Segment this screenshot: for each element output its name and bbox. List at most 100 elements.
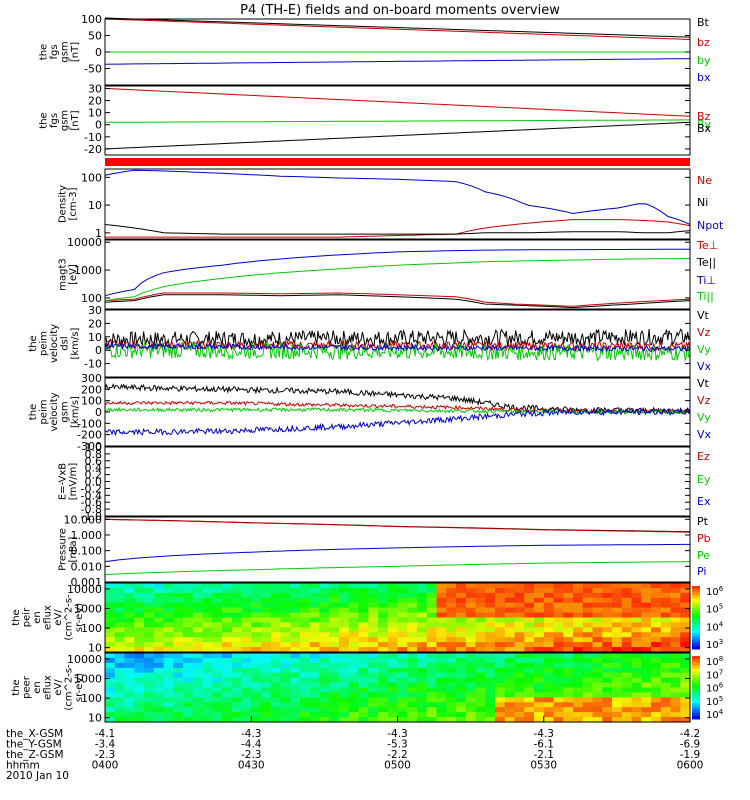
heatmap-cell [222,632,233,638]
heatmap-cell [592,607,603,614]
heatmap-cell [563,587,574,594]
heatmap-cell [582,667,594,674]
heatmap-cell [573,657,584,664]
heatmap-cell [543,707,555,713]
series-line-pb [104,518,691,533]
heatmap-cell [446,647,457,653]
y-tick-label: -200 [77,429,102,442]
heatmap-cell [222,717,233,723]
heatmap-cell [231,692,243,698]
heatmap-cell [231,627,243,633]
heatmap-cell [602,667,613,674]
heatmap-cell [144,602,155,609]
heatmap-cell [426,583,438,589]
heatmap-cell [641,637,652,643]
heatmap-cell [602,653,613,659]
legend-entry: Ey [697,473,711,486]
heatmap-cell [163,707,174,713]
legend-entry: bz [697,36,710,49]
y-tick-label: 200 [81,383,102,396]
heatmap-cell [475,637,486,643]
heatmap-cell [631,687,642,693]
heatmap-cell [387,642,399,648]
heatmap-cell [114,627,126,633]
heatmap-cell [241,587,252,594]
heatmap-cell [387,607,399,614]
colorbar-swatch [692,662,700,666]
heatmap-cell [582,662,594,669]
heatmap-cell [641,672,652,679]
heatmap-cell [300,662,311,669]
y-tick-label: -0.2 [81,482,102,495]
heatmap-cell [339,637,350,643]
heatmap-cell [680,662,691,669]
heatmap-cell [641,592,652,599]
heatmap-cell [183,642,194,648]
colorbar-swatch [692,693,700,698]
heatmap-cell [592,627,603,633]
series-line-bz [104,18,691,40]
heatmap-cell [124,592,135,599]
heatmap-cell [134,637,145,643]
heatmap-cell [543,632,555,638]
heatmap-cell [251,717,262,723]
heatmap-cell [397,607,408,614]
heatmap-cell [407,587,418,594]
heatmap-cell [114,607,126,614]
heatmap-cell [387,597,399,604]
heatmap-cell [456,653,467,659]
heatmap-cell [514,622,525,628]
heatmap-cell [368,632,379,638]
heatmap-cell [631,717,642,723]
colorbar-swatch [692,687,700,692]
heatmap-cell [524,677,535,684]
heatmap-cell [114,667,126,674]
legend-entry: Pe [697,549,710,562]
heatmap-cell [660,707,672,713]
y-tick-label: 0.100 [71,545,103,558]
heatmap-cell [290,653,301,659]
heatmap-cell [485,622,496,628]
heatmap-cell [573,717,584,723]
heatmap-cell [251,653,262,659]
heatmap-cell [563,597,574,604]
legend-entry: Pt [697,515,709,528]
heatmap-cell [134,697,145,703]
legend-entry: By [697,118,712,131]
colorbar-swatch [692,645,700,650]
heatmap-cell [573,647,584,653]
heatmap-cell [300,632,311,638]
heatmap-cell [553,657,564,664]
heatmap-cell [485,687,496,693]
heatmap-cell [426,653,438,659]
heatmap-cell [261,597,272,604]
heatmap-cell [426,707,438,713]
heatmap-cell [212,617,223,623]
heatmap-cell [680,672,691,679]
heatmap-cell [270,707,282,713]
heatmap-cell [631,597,642,604]
heatmap-cell [621,697,633,703]
heatmap-cell [202,687,213,693]
heatmap-cell [407,632,418,638]
heatmap-cell [309,602,321,609]
heatmap-cell [144,692,155,698]
y-axis-label: gsm [60,110,71,131]
heatmap-cell [309,702,321,708]
heatmap-cell [407,662,418,669]
heatmap-cell [368,583,379,589]
heatmap-cell [358,612,369,619]
heatmap-cell [319,597,330,604]
heatmap-cell [426,642,438,648]
heatmap-cell [368,637,379,643]
heatmap-cell [144,657,155,664]
heatmap-cell [290,637,301,643]
heatmap-cell [378,707,389,713]
heatmap-cell [319,707,330,713]
heatmap-cell [144,622,155,628]
heatmap-cell [573,597,584,604]
